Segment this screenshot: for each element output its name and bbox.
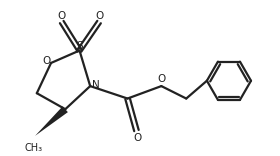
Text: O: O [57, 11, 66, 21]
Text: O: O [42, 56, 51, 66]
Text: S: S [76, 41, 83, 51]
Text: O: O [134, 133, 142, 143]
Text: N: N [92, 80, 100, 90]
Polygon shape [35, 106, 68, 136]
Text: CH₃: CH₃ [25, 143, 43, 153]
Text: O: O [95, 11, 104, 21]
Text: O: O [158, 74, 166, 84]
